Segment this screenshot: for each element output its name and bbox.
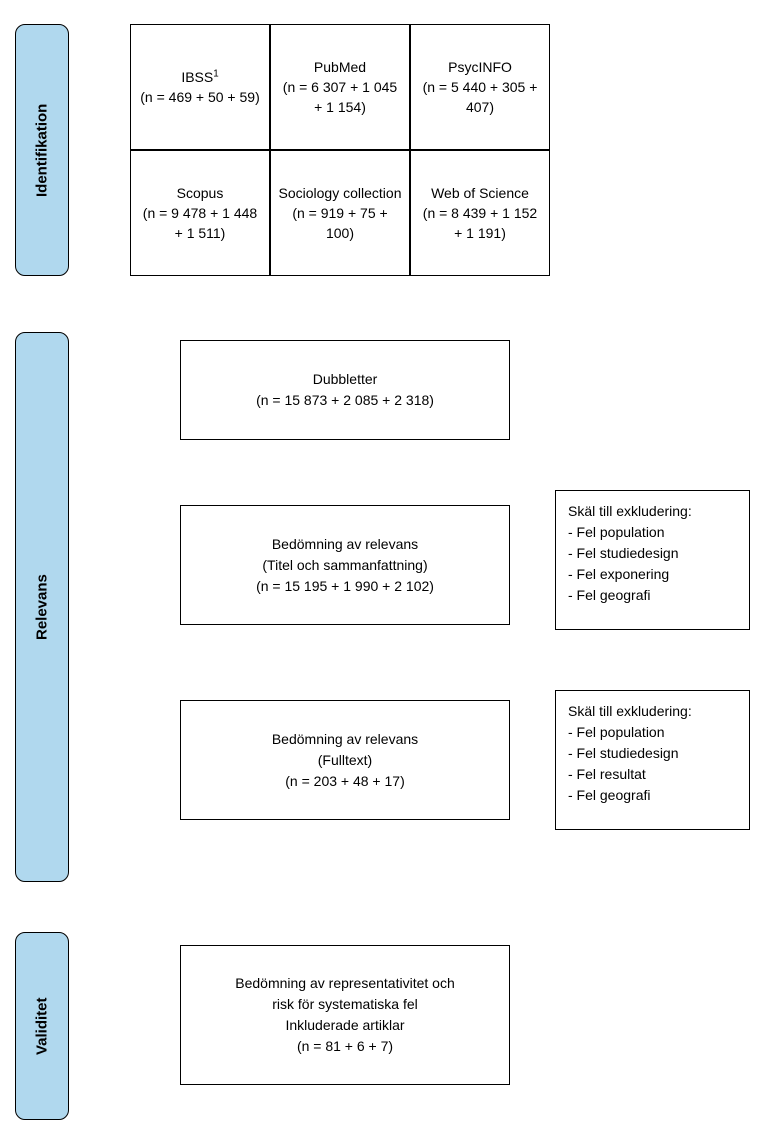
db-name: Scopus	[177, 183, 224, 203]
exclusion-item: - Fel studiedesign	[568, 743, 737, 764]
stage-dubbletter: Dubbletter (n = 15 873 + 2 085 + 2 318)	[180, 340, 510, 440]
exclusion-item: - Fel resultat	[568, 764, 737, 785]
stage-line: risk för systematiska fel	[272, 994, 417, 1015]
db-cell-sociology: Sociology collection (n = 919 + 75 + 100…	[270, 150, 410, 276]
stage-line: (n = 15 195 + 1 990 + 2 102)	[256, 576, 434, 597]
db-cell-scopus: Scopus (n = 9 478 + 1 448 + 1 511)	[130, 150, 270, 276]
db-name: Web of Science	[431, 183, 529, 203]
exclusion-box-1: Skäl till exkludering: - Fel population …	[555, 490, 750, 630]
stage-line: (Fulltext)	[318, 750, 372, 771]
db-n: (n = 469 + 50 + 59)	[140, 87, 259, 107]
stage-relevans-titel: Bedömning av relevans (Titel och sammanf…	[180, 505, 510, 625]
db-cell-wos: Web of Science (n = 8 439 + 1 152 + 1 19…	[410, 150, 550, 276]
db-cell-psycinfo: PsycINFO (n = 5 440 + 305 + 407)	[410, 24, 550, 150]
exclusion-box-2: Skäl till exkludering: - Fel population …	[555, 690, 750, 830]
phase-label-text: Relevans	[34, 574, 51, 640]
stage-line: (n = 81 + 6 + 7)	[297, 1036, 393, 1057]
exclusion-item: - Fel population	[568, 522, 737, 543]
db-cell-pubmed: PubMed (n = 6 307 + 1 045 + 1 154)	[270, 24, 410, 150]
exclusion-item: - Fel geografi	[568, 785, 737, 806]
stage-relevans-fulltext: Bedömning av relevans (Fulltext) (n = 20…	[180, 700, 510, 820]
db-n: (n = 919 + 75 + 100)	[277, 203, 403, 244]
db-name: Sociology collection	[279, 183, 402, 203]
exclusion-item: - Fel geografi	[568, 585, 737, 606]
stage-line: (Titel och sammanfattning)	[262, 555, 427, 576]
db-n: (n = 9 478 + 1 448 + 1 511)	[137, 203, 263, 244]
exclusion-title: Skäl till exkludering:	[568, 701, 737, 722]
exclusion-item: - Fel population	[568, 722, 737, 743]
db-name: IBSS1	[181, 67, 218, 87]
db-name: PubMed	[314, 57, 366, 77]
phase-label-text: Validitet	[34, 997, 51, 1055]
stage-line: Bedömning av relevans	[272, 534, 418, 555]
db-cell-ibss: IBSS1 (n = 469 + 50 + 59)	[130, 24, 270, 150]
db-n: (n = 8 439 + 1 152 + 1 191)	[417, 203, 543, 244]
db-n: (n = 6 307 + 1 045 + 1 154)	[277, 77, 403, 118]
stage-line: Bedömning av relevans	[272, 729, 418, 750]
stage-line: Dubbletter	[313, 369, 378, 390]
stage-line: Bedömning av representativitet och	[235, 973, 454, 994]
db-n: (n = 5 440 + 305 + 407)	[417, 77, 543, 118]
exclusion-item: - Fel exponering	[568, 564, 737, 585]
phase-label-identifikation: Identifikation	[15, 24, 69, 276]
exclusion-item: - Fel studiedesign	[568, 543, 737, 564]
stage-line: Inkluderade artiklar	[285, 1015, 404, 1036]
stage-validitet: Bedömning av representativitet och risk …	[180, 945, 510, 1085]
db-name: PsycINFO	[448, 57, 512, 77]
stage-line: (n = 203 + 48 + 17)	[285, 771, 404, 792]
phase-label-text: Identifikation	[34, 103, 51, 196]
exclusion-title: Skäl till exkludering:	[568, 501, 737, 522]
phase-label-validitet: Validitet	[15, 932, 69, 1120]
stage-line: (n = 15 873 + 2 085 + 2 318)	[256, 390, 434, 411]
database-grid: IBSS1 (n = 469 + 50 + 59) PubMed (n = 6 …	[130, 24, 550, 276]
phase-label-relevans: Relevans	[15, 332, 69, 882]
